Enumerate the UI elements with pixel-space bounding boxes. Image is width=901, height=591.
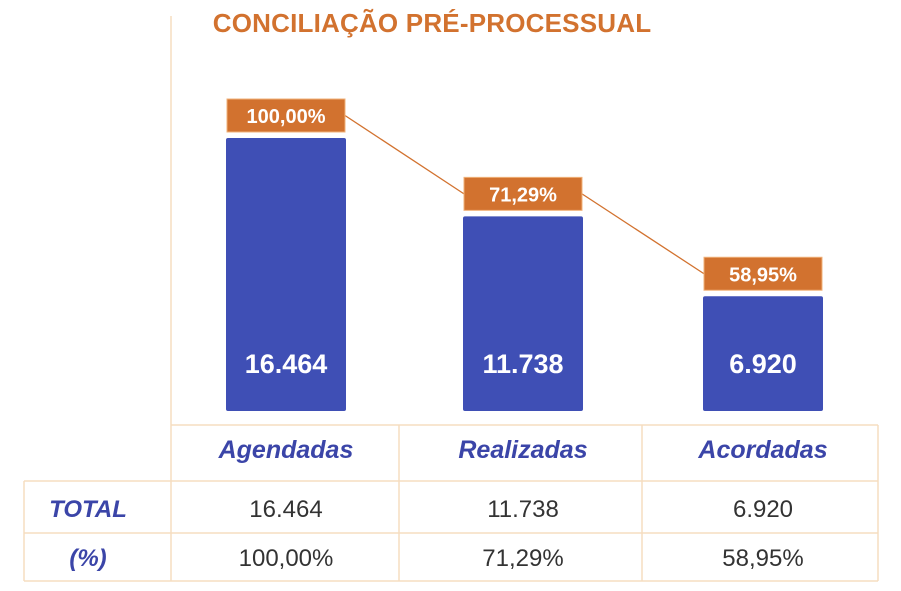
row-header-total: TOTAL [49,496,127,523]
bar [703,296,823,411]
table-cell-total: 16.464 [249,496,322,523]
table-cell-total: 11.738 [487,496,559,523]
bar [226,138,346,411]
table-cell-percent: 71,29% [482,545,563,572]
data-table: TOTAL (%) 16.464 11.738 6.920 100,00% 71,29% 58… [49,496,804,572]
bar-value-label: 11.738 [482,349,563,379]
percent-label: 100,00% [247,106,326,128]
table-cell-total: 6.920 [733,496,793,523]
bar [463,216,583,411]
table-grid [23,16,879,582]
percent-box [703,256,823,291]
chart-title: CONCILIAÇÃO PRÉ-PROCESSUAL [212,8,652,38]
percent-connector [344,114,465,195]
category-label: Realizadas [458,436,587,464]
row-header-percent: (%) [69,545,106,572]
bar-value-label: 16.464 [245,349,328,379]
bars-group: 16.464 11.738 6.920 [226,138,823,411]
table-cell-percent: 100,00% [239,545,334,572]
percent-labels-group: 100,00% 71,29% 58,95% [226,98,823,291]
category-labels-group: Agendadas Realizadas Acordadas [218,436,828,464]
table-cell-percent: 58,95% [722,545,803,572]
category-label: Agendadas [218,436,354,464]
percent-box [226,98,346,133]
percent-box [463,176,583,211]
percent-connector [581,193,705,275]
percent-label: 71,29% [489,184,557,206]
category-label: Acordadas [697,436,827,464]
bar-value-label: 6.920 [729,349,797,379]
percent-trend-line [344,114,705,275]
percent-label: 58,95% [729,264,797,286]
